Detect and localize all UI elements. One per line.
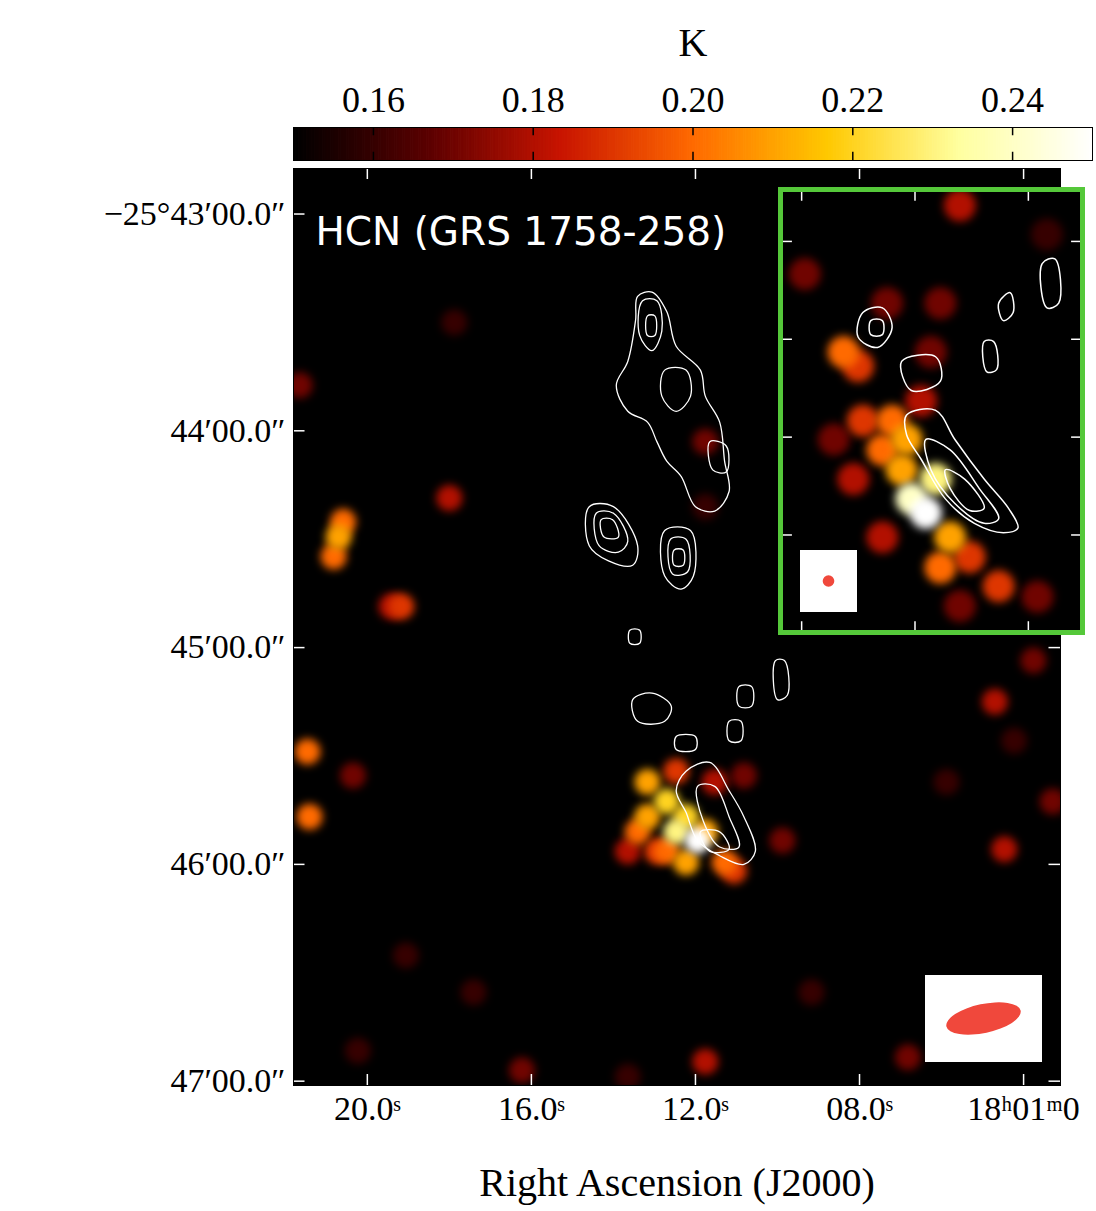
svg-text:Right Ascension (J2000): Right Ascension (J2000) <box>479 1160 875 1205</box>
svg-text:45′00.0″: 45′00.0″ <box>170 628 285 665</box>
svg-text:18ʰ01ᵐ0: 18ʰ01ᵐ0 <box>967 1090 1080 1127</box>
svg-text:12.0ˢ: 12.0ˢ <box>662 1090 729 1127</box>
svg-text:0.16: 0.16 <box>342 80 405 120</box>
svg-text:0.22: 0.22 <box>821 80 884 120</box>
svg-text:47′00.0″: 47′00.0″ <box>170 1062 285 1099</box>
svg-text:44′00.0″: 44′00.0″ <box>170 412 285 449</box>
svg-text:K: K <box>679 20 708 65</box>
svg-text:HCN (GRS 1758-258): HCN (GRS 1758-258) <box>316 209 727 254</box>
svg-text:0.18: 0.18 <box>502 80 565 120</box>
svg-text:16.0ˢ: 16.0ˢ <box>498 1090 565 1127</box>
svg-text:08.0ˢ: 08.0ˢ <box>826 1090 893 1127</box>
svg-text:−25°43′00.0″: −25°43′00.0″ <box>104 195 286 232</box>
svg-text:20.0ˢ: 20.0ˢ <box>334 1090 401 1127</box>
svg-text:0.20: 0.20 <box>662 80 725 120</box>
svg-text:46′00.0″: 46′00.0″ <box>170 845 285 882</box>
svg-text:0.24: 0.24 <box>981 80 1044 120</box>
